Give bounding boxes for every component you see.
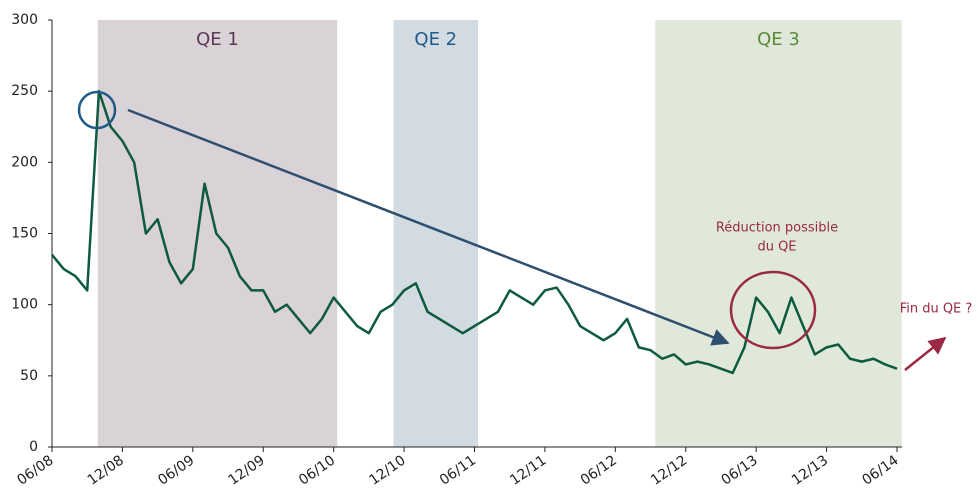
x-tick-label: 12/11 — [507, 452, 549, 488]
y-tick-label: 0 — [29, 439, 38, 455]
x-tick-label: 06/14 — [859, 452, 901, 488]
x-tick-label: 06/08 — [14, 452, 56, 488]
y-tick-label: 100 — [11, 297, 38, 313]
qe-band — [393, 20, 479, 447]
x-tick-label: 12/10 — [366, 452, 408, 488]
x-tick-label: 12/13 — [789, 452, 831, 488]
band-label: QE 3 — [757, 29, 800, 50]
x-tick-label: 06/11 — [437, 452, 479, 488]
annotation: Réduction possible — [716, 221, 838, 236]
data-line — [51, 89, 898, 375]
annotation: du QE — [757, 240, 796, 255]
annotation: Fin du QE ? — [900, 302, 973, 317]
y-tick-label: 50 — [20, 368, 38, 384]
peak-circle — [77, 90, 117, 130]
x-tick-label: 06/10 — [296, 452, 338, 488]
taper-circle — [729, 270, 817, 350]
x-tick-label: 06/13 — [719, 452, 761, 488]
y-tick-label: 300 — [11, 12, 38, 28]
x-tick-label: 06/09 — [155, 452, 197, 488]
y-tick-label: 150 — [11, 226, 38, 242]
x-tick-label: 06/12 — [578, 452, 620, 488]
qe-band — [655, 20, 902, 447]
y-tick-label: 200 — [11, 154, 38, 170]
y-tick-label: 250 — [11, 83, 38, 99]
band-label: QE 2 — [414, 29, 457, 50]
x-tick-label: 12/08 — [85, 452, 127, 488]
x-tick-label: 12/12 — [648, 452, 690, 488]
x-tick-label: 12/09 — [226, 452, 268, 488]
end-arrow — [904, 336, 947, 371]
band-label: QE 1 — [196, 29, 239, 50]
trend-arrow — [127, 108, 730, 346]
